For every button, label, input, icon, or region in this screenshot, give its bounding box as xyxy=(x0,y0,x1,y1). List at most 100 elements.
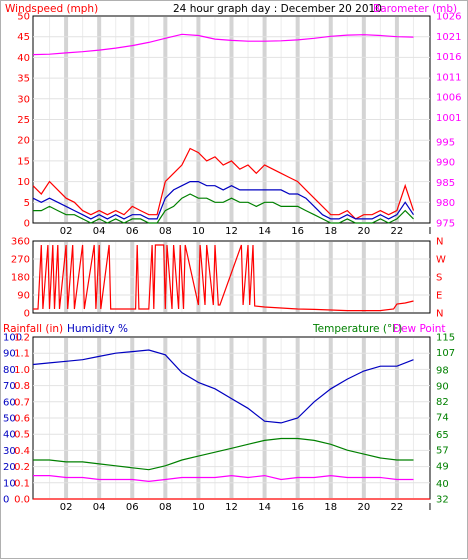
direction-tick-label: 270 xyxy=(11,255,30,266)
temperature-tick-label: 49 xyxy=(436,461,449,472)
windspeed-tick-label: 0 xyxy=(24,219,30,230)
x-tick-label: 14 xyxy=(258,502,271,513)
barometer-tick-label: 995 xyxy=(436,137,455,148)
rainfall-tick-label: 0.0 xyxy=(14,495,30,506)
windspeed-tick-label: 25 xyxy=(17,115,30,126)
windspeed-tick-label: 35 xyxy=(17,74,30,85)
temperature-tick-label: 82 xyxy=(436,397,449,408)
barometer-tick-label: 1016 xyxy=(436,52,461,63)
humidity-line xyxy=(32,349,414,424)
temperature-tick-label: 98 xyxy=(436,366,449,377)
temperature-axis-label: Temperature (°F) xyxy=(312,323,402,335)
compass-tick-label: E xyxy=(436,291,442,302)
dewpoint-line xyxy=(33,474,414,483)
temperature-tick-label: 40 xyxy=(436,479,449,490)
humidity-tick-label: 90 xyxy=(3,349,16,360)
windspeed-tick-label: 15 xyxy=(17,156,30,167)
rainfall-tick-label: 1.1 xyxy=(14,349,30,360)
windspeed-tick-label: 45 xyxy=(17,32,30,43)
compass-tick-label: W xyxy=(436,255,446,266)
dewpoint-axis-label: Dew Point xyxy=(393,323,446,335)
x-tick-label: 12 xyxy=(225,226,238,237)
wind-gust-line xyxy=(32,147,415,220)
windspeed-tick-label: 5 xyxy=(24,198,30,209)
humidity-axis-label: Humidity % xyxy=(67,323,128,335)
x-tick-label: 16 xyxy=(291,226,304,237)
x-tick-label: I xyxy=(429,226,432,237)
x-tick-label: 14 xyxy=(258,226,271,237)
windspeed-tick-label: 20 xyxy=(17,136,30,147)
x-tick-label: 22 xyxy=(391,226,404,237)
wind-direction-line xyxy=(33,244,414,312)
x-tick-label: 10 xyxy=(192,502,205,513)
x-tick-label: 06 xyxy=(126,226,139,237)
humidity-tick-label: 50 xyxy=(3,414,16,425)
barometer-tick-label: 1001 xyxy=(436,113,461,124)
x-tick-label: 06 xyxy=(126,502,139,513)
humidity-tick-label: 100 xyxy=(3,333,22,344)
compass-tick-label: S xyxy=(436,273,442,284)
x-tick-label: 20 xyxy=(357,502,370,513)
x-tick-label: 18 xyxy=(324,502,337,513)
humidity-tick-label: 20 xyxy=(3,462,16,473)
x-tick-label: 04 xyxy=(93,226,106,237)
rainfall-tick-label: 0.7 xyxy=(14,397,30,408)
rainfall-tick-label: 1.2 xyxy=(14,333,30,344)
humidity-tick-label: 30 xyxy=(3,446,16,457)
barometer-line xyxy=(32,33,414,56)
barometer-tick-label: 1006 xyxy=(436,93,461,104)
x-tick-label: 02 xyxy=(60,226,73,237)
barometer-tick-label: 1021 xyxy=(436,32,461,43)
temperature-tick-label: 32 xyxy=(436,495,449,506)
x-tick-label: 20 xyxy=(357,226,370,237)
rainfall-tick-label: 0.6 xyxy=(14,414,30,425)
rainfall-tick-label: 0.4 xyxy=(14,446,30,457)
windspeed-axis-label: Windspeed (mph) xyxy=(5,3,98,15)
temperature-tick-label: 90 xyxy=(436,381,449,392)
wind-average-line xyxy=(32,181,414,220)
x-tick-label: 12 xyxy=(225,502,238,513)
x-tick-label: 22 xyxy=(391,502,404,513)
graph-title: 24 hour graph day : December 20 2010 xyxy=(173,3,382,15)
barometer-tick-label: 1011 xyxy=(436,72,461,83)
rainfall-tick-label: 0.5 xyxy=(14,430,30,441)
humidity-tick-label: 0 xyxy=(3,495,9,506)
temperature-tick-label: 107 xyxy=(436,348,455,359)
windspeed-tick-label: 40 xyxy=(17,53,30,64)
rainfall-tick-label: 0.8 xyxy=(14,381,30,392)
rainfall-axis-label: Rainfall (in) xyxy=(3,323,63,335)
barometer-tick-label: 980 xyxy=(436,198,455,209)
x-tick-label: 04 xyxy=(93,502,106,513)
barometer-axis-label: Barometer (mb) xyxy=(373,3,457,15)
barometer-tick-label: 975 xyxy=(436,219,455,230)
temperature-tick-label: 115 xyxy=(436,333,455,344)
x-tick-label: 08 xyxy=(159,226,172,237)
direction-tick-label: 90 xyxy=(17,291,30,302)
humidity-tick-label: 60 xyxy=(3,397,16,408)
barometer-tick-label: 1026 xyxy=(436,12,461,23)
windspeed-tick-label: 50 xyxy=(17,12,30,23)
humidity-tick-label: 10 xyxy=(3,478,16,489)
x-tick-label: 18 xyxy=(324,226,337,237)
direction-tick-label: 0 xyxy=(24,309,30,320)
barometer-tick-label: 985 xyxy=(436,178,455,189)
temperature-tick-label: 65 xyxy=(436,430,449,441)
x-tick-label: I xyxy=(429,502,432,513)
humidity-tick-label: 80 xyxy=(3,365,16,376)
rainfall-tick-label: 1.0 xyxy=(14,365,30,376)
x-tick-label: 16 xyxy=(291,502,304,513)
temperature-tick-label: 74 xyxy=(436,413,449,424)
x-tick-label: 08 xyxy=(159,502,172,513)
compass-tick-label: N xyxy=(436,237,443,248)
temperature-tick-label: 57 xyxy=(436,446,449,457)
humidity-tick-label: 40 xyxy=(3,430,16,441)
barometer-tick-label: 990 xyxy=(436,158,455,169)
x-tick-label: 02 xyxy=(60,502,73,513)
windspeed-tick-label: 10 xyxy=(17,177,30,188)
direction-tick-label: 180 xyxy=(11,273,30,284)
x-tick-label: 10 xyxy=(192,226,205,237)
windspeed-tick-label: 30 xyxy=(17,94,30,105)
direction-tick-label: 360 xyxy=(11,237,30,248)
